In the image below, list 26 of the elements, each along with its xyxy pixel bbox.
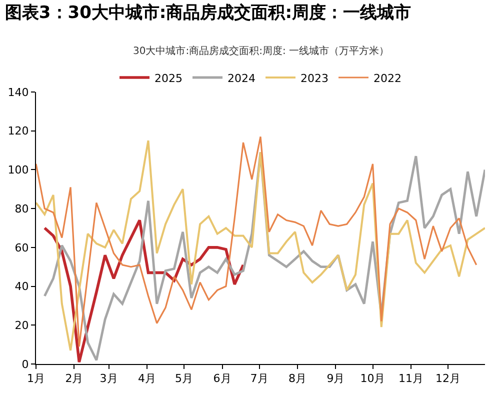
chart-title: 图表3：30大中城市:商品房成交面积:周度：一线城市	[4, 2, 412, 23]
x-tick-label: 8月	[288, 372, 307, 386]
x-tick-label: 1月	[27, 372, 45, 386]
x-tick-label: 5月	[175, 372, 194, 386]
y-tick-label: 40	[14, 280, 29, 294]
x-tick-label: 6月	[213, 372, 232, 386]
x-tick-label: 11月	[398, 372, 424, 386]
x-tick-label: 3月	[100, 372, 118, 386]
x-tick-label: 7月	[250, 372, 268, 386]
x-tick-label: 2月	[65, 372, 84, 386]
legend-label: 2023	[300, 72, 328, 85]
legend-label: 2024	[228, 72, 256, 85]
y-tick-label: 140	[8, 86, 29, 99]
legend-label: 2025	[154, 72, 182, 85]
x-tick-label: 10月	[360, 372, 386, 386]
x-tick-label: 12月	[435, 372, 460, 386]
y-tick-label: 60	[14, 241, 29, 254]
y-tick-label: 120	[8, 124, 29, 138]
y-tick-label: 20	[14, 318, 29, 332]
x-tick-label: 9月	[326, 372, 345, 386]
y-tick-label: 80	[14, 202, 29, 216]
x-tick-label: 4月	[138, 372, 156, 386]
y-tick-label: 0	[22, 358, 29, 371]
chart-subtitle: 30大中城市:商品房成交面积:周度: 一线城市（万平方米）	[133, 45, 390, 57]
y-tick-label: 100	[8, 164, 29, 177]
legend-label: 2022	[374, 72, 402, 85]
